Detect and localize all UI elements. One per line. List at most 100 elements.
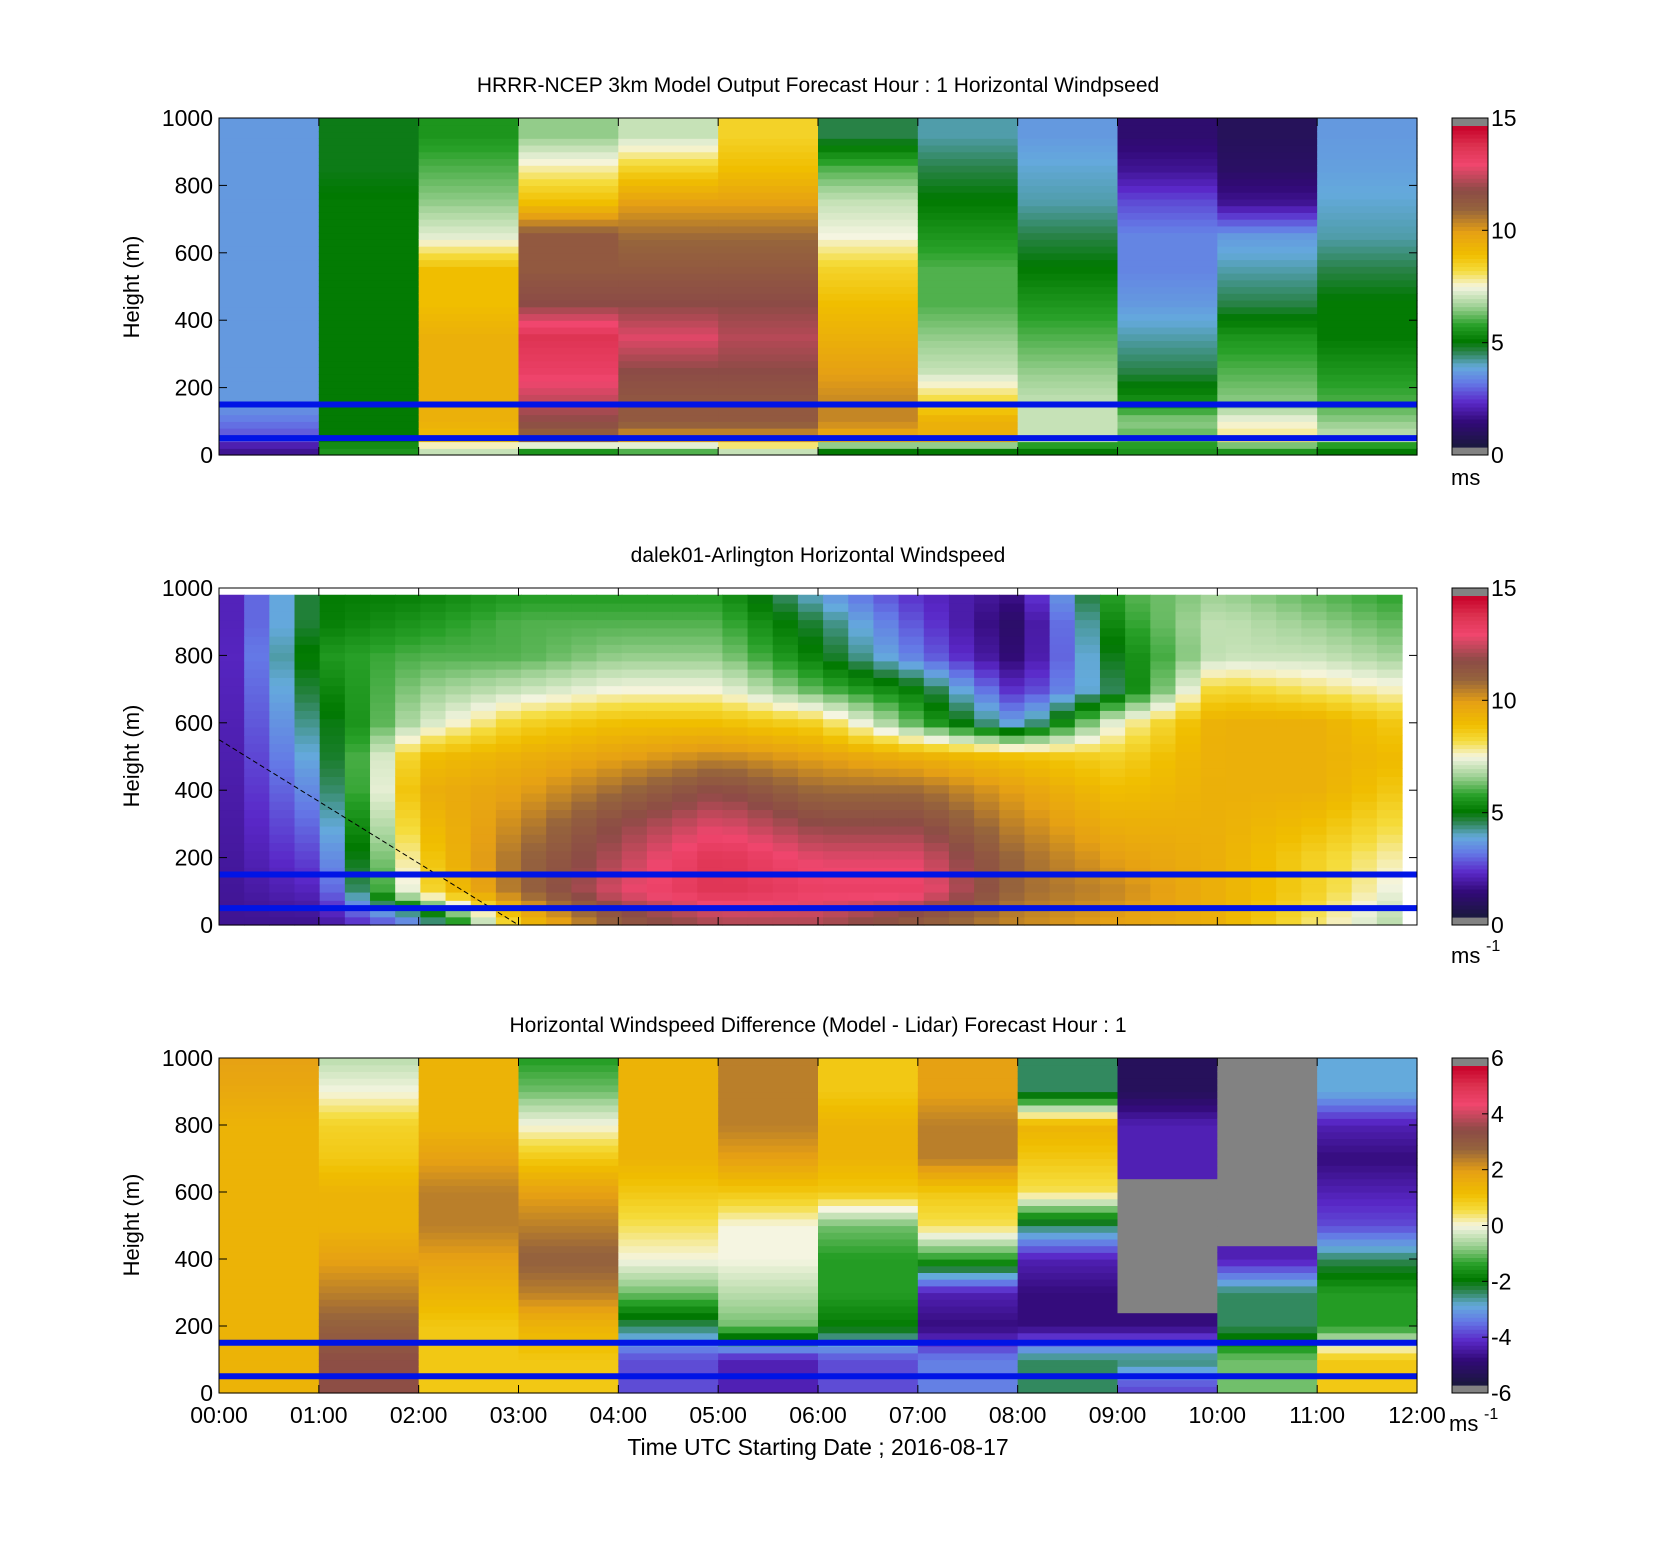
heatmap-cell — [772, 702, 799, 711]
heatmap-cell — [318, 1272, 420, 1280]
heatmap-cell — [1200, 726, 1227, 736]
heatmap-cell — [718, 1212, 819, 1220]
heatmap-cell — [418, 1312, 520, 1320]
heatmap-cell — [370, 718, 396, 728]
heatmap-cell — [269, 850, 296, 860]
heatmap-cell — [1217, 1218, 1318, 1227]
heatmap-cell — [1217, 320, 1318, 328]
y-tick-label: 200 — [175, 845, 213, 871]
heatmap-cell — [445, 660, 472, 670]
heatmap-cell — [1017, 299, 1119, 308]
heatmap-cell — [1017, 165, 1119, 173]
heatmap-cell — [672, 652, 698, 662]
heatmap-cell — [797, 784, 824, 794]
heatmap-cell — [344, 834, 371, 844]
heatmap-cell — [718, 212, 819, 220]
heatmap-cell — [1317, 1285, 1418, 1294]
heatmap-cell — [395, 677, 421, 687]
heatmap-cell — [1017, 353, 1119, 362]
heatmap-cell — [1024, 611, 1051, 621]
heatmap-cell — [1301, 693, 1328, 703]
heatmap-cell — [898, 702, 925, 711]
heatmap-cell — [999, 669, 1026, 678]
heatmap-cell — [848, 908, 875, 918]
heatmap-cell — [219, 219, 320, 227]
heatmap-cell — [1175, 718, 1202, 728]
heatmap-cell — [917, 1238, 1019, 1247]
heatmap-cell — [917, 1379, 1019, 1387]
heatmap-cell — [395, 891, 421, 901]
heatmap-cell — [1049, 834, 1076, 844]
heatmap-cell — [420, 875, 447, 885]
heatmap-cell — [495, 916, 522, 926]
heatmap-cell — [873, 627, 900, 637]
heatmap-cell — [718, 1131, 819, 1139]
heatmap-cell — [1276, 710, 1302, 720]
colorbar-segment — [1452, 724, 1488, 730]
colorbar-segment — [1452, 1069, 1488, 1075]
heatmap-cell — [1125, 858, 1151, 868]
heatmap-cell — [418, 1104, 520, 1113]
heatmap-cell — [294, 759, 321, 769]
heatmap-cell — [618, 273, 719, 281]
heatmap-cell — [1376, 784, 1403, 794]
heatmap-cell — [1301, 776, 1328, 786]
heatmap-cell — [269, 644, 296, 654]
heatmap-cell — [823, 644, 849, 654]
heatmap-cell — [319, 916, 346, 926]
heatmap-cell — [1150, 726, 1177, 736]
heatmap-cell — [818, 387, 919, 395]
heatmap-cell — [1200, 636, 1227, 645]
heatmap-cell — [618, 441, 719, 449]
heatmap-cell — [470, 809, 497, 819]
colorbar-segment — [1452, 162, 1488, 167]
colorbar-segment — [1452, 302, 1488, 308]
heatmap-cell — [470, 883, 497, 893]
heatmap-cell — [722, 735, 749, 744]
heatmap-cell — [1251, 636, 1277, 645]
heatmap-cell — [1125, 702, 1151, 711]
heatmap-cell — [818, 1366, 919, 1374]
heatmap-cell — [848, 594, 875, 604]
colorbar-segment — [1452, 282, 1488, 288]
heatmap-cell — [1017, 1386, 1119, 1394]
heatmap-cell — [974, 636, 1000, 645]
heatmap-cell — [344, 685, 371, 695]
heatmap-cell — [1376, 751, 1403, 761]
heatmap-cell — [546, 784, 572, 794]
heatmap-cell — [974, 751, 1000, 761]
colorbar-segment — [1452, 596, 1488, 601]
heatmap-cell — [370, 817, 396, 827]
heatmap-cell — [772, 908, 799, 918]
colorbar-cap-bottom — [1452, 917, 1488, 925]
heatmap-cell — [1117, 441, 1218, 449]
heatmap-cell — [1117, 387, 1218, 395]
heatmap-cell — [1074, 660, 1101, 670]
heatmap-cell — [1017, 1145, 1119, 1153]
heatmap-cell — [621, 825, 648, 835]
heatmap-cell — [818, 313, 919, 321]
heatmap-cell — [948, 891, 975, 901]
heatmap-cell — [1017, 1111, 1119, 1119]
heatmap-cell — [1351, 858, 1378, 868]
heatmap-cell — [470, 825, 497, 835]
colorbar-segment — [1452, 306, 1488, 312]
heatmap-cell — [420, 759, 447, 769]
heatmap-cell — [718, 198, 819, 207]
heatmap-cell — [898, 875, 925, 885]
heatmap-cell — [546, 743, 572, 753]
heatmap-cell — [1024, 669, 1051, 678]
heatmap-cell — [1251, 669, 1277, 678]
heatmap-cell — [470, 611, 497, 621]
heatmap-cell — [1217, 1145, 1318, 1153]
heatmap-cell — [1351, 718, 1378, 728]
heatmap-cell — [1017, 313, 1119, 321]
heatmap-cell — [1099, 685, 1126, 695]
heatmap-cell — [1376, 875, 1403, 885]
heatmap-cell — [873, 842, 900, 852]
heatmap-cell — [697, 858, 724, 868]
heatmap-cell — [269, 891, 296, 901]
colorbar-segment — [1452, 394, 1488, 400]
heatmap-cell — [747, 660, 774, 670]
heatmap-cell — [1317, 320, 1418, 328]
